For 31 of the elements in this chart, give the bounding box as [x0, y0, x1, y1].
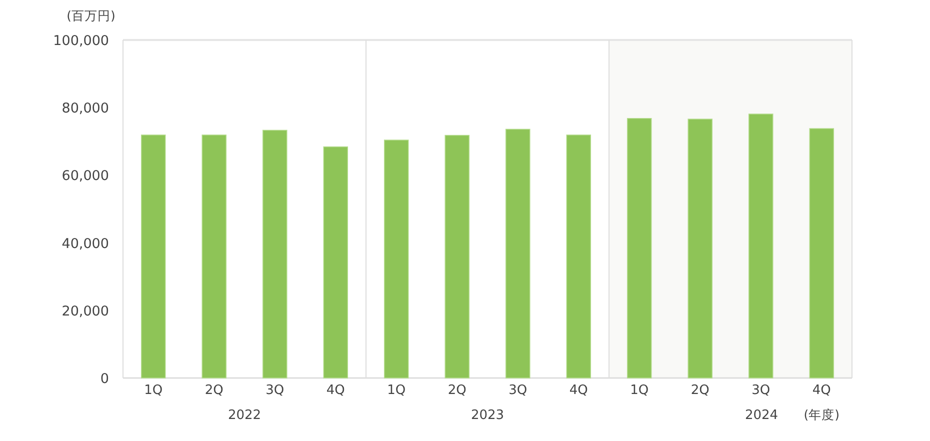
y-tick-label: 60,000	[62, 168, 109, 184]
x-tick-label: 3Q	[266, 383, 284, 398]
y-axis-title: (百万円)	[66, 8, 116, 23]
bar	[809, 128, 834, 378]
x-tick-label: 2Q	[448, 383, 466, 398]
x-tick-label: 1Q	[144, 383, 163, 398]
y-tick-label: 100,000	[53, 33, 109, 49]
y-tick-label: 80,000	[62, 100, 109, 117]
y-tick-label: 0	[100, 371, 109, 387]
bar	[323, 146, 348, 378]
bar	[202, 134, 227, 378]
x-tick-label: 3Q	[752, 383, 770, 398]
x-tick-label: 1Q	[387, 383, 406, 398]
bar	[626, 118, 652, 378]
x-axis-title: 2023	[470, 408, 504, 423]
x-tick-label: 4Q	[812, 383, 831, 398]
x-tick-label: 4Q	[326, 383, 345, 398]
x-tick-label: 3Q	[508, 383, 528, 398]
x-tick-label: 2Q	[690, 383, 710, 398]
bar	[140, 134, 166, 378]
text: (年度)	[804, 407, 840, 422]
bar	[688, 118, 713, 378]
x-tick-label: 4Q	[569, 383, 588, 398]
y-tick-label: 40,000	[62, 236, 109, 252]
bar	[262, 130, 288, 378]
x-tick-label: 2Q	[204, 383, 224, 398]
bar	[748, 114, 774, 378]
x-tick-label: 1Q	[630, 383, 649, 398]
x-axis-title: 2024	[744, 408, 778, 423]
y-tick-label: 20,000	[62, 303, 109, 320]
x-axis-title: 2022	[228, 408, 262, 423]
